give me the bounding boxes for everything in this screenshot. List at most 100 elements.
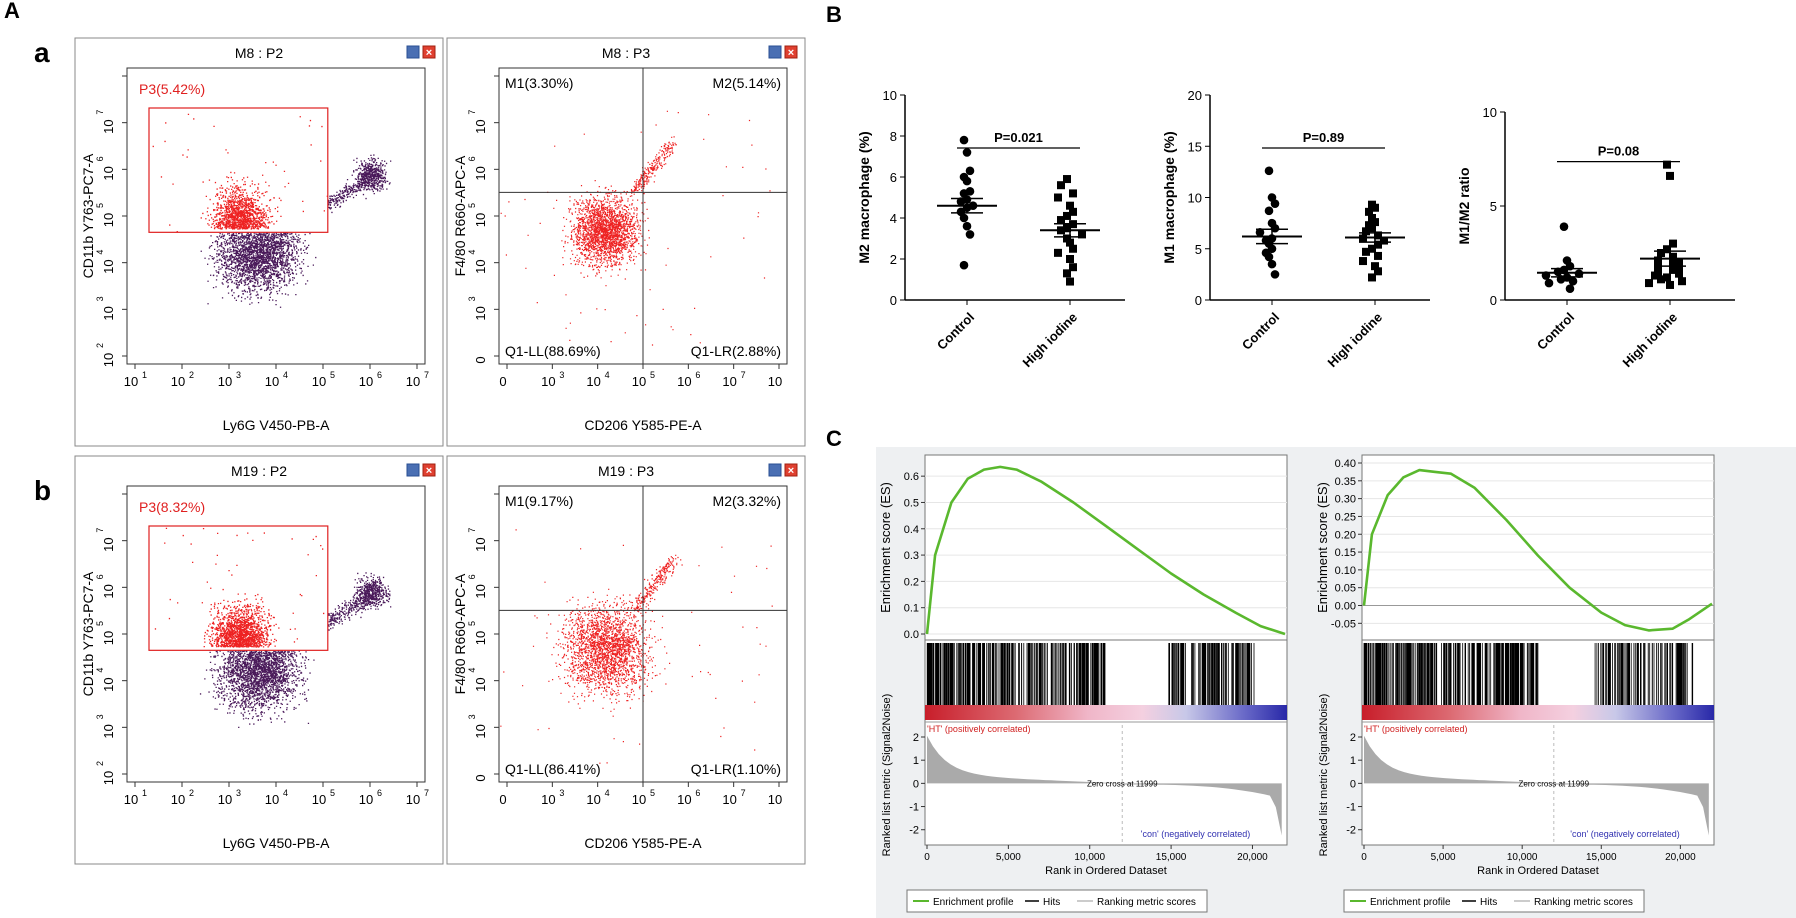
x-tick-exp: 6 — [377, 370, 382, 380]
data-point — [959, 135, 969, 145]
data-point — [962, 221, 972, 231]
y-tick-label: 5 — [1195, 242, 1202, 257]
data-point — [1270, 199, 1280, 208]
ranked-tick-label: 0 — [913, 778, 919, 790]
y-tick-label: 0 — [890, 293, 897, 308]
data-point — [1362, 227, 1370, 236]
x-tick-label: 10 — [312, 792, 326, 807]
data-point — [1374, 267, 1382, 276]
x-tick-exp: 4 — [605, 788, 610, 798]
x-tick-label: 20,000 — [1237, 852, 1268, 863]
y-tick-label: 0.5 — [904, 497, 919, 509]
data-point — [1063, 234, 1071, 243]
data-point — [1270, 223, 1280, 233]
y-tick-exp: 3 — [95, 296, 105, 301]
data-point — [1654, 256, 1662, 265]
y-tick-label: 10 — [473, 306, 488, 320]
x-tick-exp: 2 — [189, 788, 194, 798]
data-point — [1264, 166, 1274, 176]
p-value: P=0.08 — [1598, 144, 1640, 159]
x-tick-exp: 1 — [142, 370, 147, 380]
y-tick-label: 10 — [473, 119, 488, 133]
y-tick-label: 0 — [473, 774, 488, 781]
enrichment-profile-line — [1362, 468, 1713, 632]
y-tick-label: 10 — [473, 259, 488, 273]
x-axis-label: Ly6G V450-PB-A — [223, 835, 331, 851]
quadrant-lr: Q1-LR(2.88%) — [691, 343, 781, 359]
x-tick-exp: 5 — [330, 370, 335, 380]
y-tick-label: 10 — [101, 537, 116, 551]
y-tick-label: 0.10 — [1335, 565, 1356, 577]
x-tick-label: 15,000 — [1156, 852, 1187, 863]
flow-panel-3: M19 : P3 × 0 0 10 3 10 3 10 4 10 4 10 5 10 5 10 6 10 6 10 7 10… — [446, 455, 806, 865]
rank-color-bar — [1362, 705, 1714, 720]
legend-ranking: Ranking metric scores — [1534, 897, 1633, 908]
data-point — [1057, 216, 1065, 225]
data-point — [1544, 278, 1554, 288]
data-point — [1362, 247, 1370, 256]
y-tick-label: 0.2 — [904, 576, 919, 588]
legend-box — [906, 889, 1208, 913]
p-value: P=0.89 — [1303, 130, 1345, 145]
gsea-plot-0: 0.0 0.1 0.2 0.3 0.4 0.5 0.6 Enrichment score (E… — [878, 454, 1288, 913]
y-tick-exp: 3 — [95, 714, 105, 719]
data-point — [1368, 244, 1376, 253]
zero-cross-label: Zero cross at 11999 — [1519, 779, 1590, 788]
data-point — [1374, 251, 1382, 260]
data-point — [1063, 175, 1071, 184]
data-point — [1663, 160, 1671, 169]
dot-plot-0: 0 2 4 6 8 10 M2 macrophage (%) Control High iodi… — [856, 88, 1125, 370]
y-axis-label: M1 macrophage (%) — [1161, 131, 1177, 263]
legend-box — [1343, 889, 1645, 913]
y-tick-label: 5 — [1490, 199, 1497, 214]
legend-hits: Hits — [1480, 897, 1497, 908]
data-point — [1255, 228, 1265, 237]
y-tick-label: 0.3 — [904, 550, 919, 562]
data-point — [1069, 189, 1077, 198]
data-point — [1066, 201, 1074, 210]
x-axis-label: Ly6G V450-PB-A — [223, 417, 331, 433]
x-tick-exp: 6 — [695, 788, 700, 798]
y-tick-exp: 6 — [467, 574, 477, 579]
y-tick-label: 0.20 — [1335, 529, 1356, 541]
data-point — [1267, 259, 1277, 269]
quadrant-ll: Q1-LL(86.41%) — [505, 761, 601, 777]
legend-profile: Enrichment profile — [933, 897, 1014, 908]
y-tick-label: 10 — [883, 88, 897, 103]
data-point — [1645, 279, 1653, 288]
x-tick-label: 5,000 — [1431, 852, 1456, 863]
x-tick-label: High iodine — [1019, 310, 1080, 371]
quadrant-ur: M2(3.32%) — [713, 493, 781, 509]
quadrant-ll: Q1-LL(88.69%) — [505, 343, 601, 359]
panel-label-C: C — [826, 426, 842, 451]
x-tick-label: High iodine — [1619, 310, 1680, 371]
data-point — [1675, 264, 1683, 273]
x-tick-label: 20,000 — [1665, 852, 1696, 863]
panel-label-B: B — [826, 2, 842, 27]
ranked-tick-label: -2 — [1346, 825, 1356, 837]
data-point — [1669, 239, 1677, 248]
y-tick-label: 4 — [890, 211, 897, 226]
neg-corr-label: 'con' (negatively correlated) — [1141, 829, 1251, 839]
x-tick-exp: 2 — [189, 370, 194, 380]
data-point — [1371, 262, 1379, 271]
x-tick-label: 10 — [406, 374, 420, 389]
ranked-tick-label: 1 — [913, 755, 919, 767]
legend-profile: Enrichment profile — [1370, 897, 1451, 908]
x-tick-exp: 4 — [283, 370, 288, 380]
data-point — [1066, 238, 1074, 247]
x-axis-label: Rank in Ordered Dataset — [1477, 865, 1599, 877]
x-tick-label: 10 — [586, 374, 600, 389]
x-tick-label: 10 — [632, 374, 646, 389]
data-point — [962, 148, 972, 157]
x-tick-label: Control — [1239, 310, 1282, 353]
es-axis-label: Enrichment score (ES) — [1315, 482, 1330, 613]
y-tick-exp: 5 — [95, 203, 105, 208]
ranking-metric-area — [1364, 735, 1709, 836]
y-tick-label: 0.00 — [1335, 601, 1356, 613]
y-tick-label: 0.35 — [1335, 476, 1356, 488]
x-tick-exp: 6 — [377, 788, 382, 798]
x-tick-label: 10 — [124, 792, 138, 807]
data-point — [1368, 214, 1376, 222]
close-icon — [422, 463, 436, 477]
